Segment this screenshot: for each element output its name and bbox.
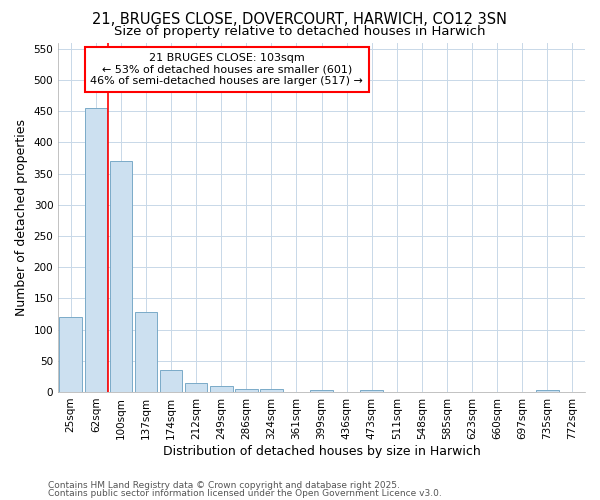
Text: Contains HM Land Registry data © Crown copyright and database right 2025.: Contains HM Land Registry data © Crown c… [48, 480, 400, 490]
Bar [260, 389, 283, 392]
X-axis label: Distribution of detached houses by size in Harwich: Distribution of detached houses by size … [163, 444, 481, 458]
Bar [134, 312, 157, 392]
Text: 21, BRUGES CLOSE, DOVERCOURT, HARWICH, CO12 3SN: 21, BRUGES CLOSE, DOVERCOURT, HARWICH, C… [92, 12, 508, 28]
Bar [185, 382, 208, 392]
Bar [361, 390, 383, 392]
Bar [160, 370, 182, 392]
Bar [536, 390, 559, 392]
Bar [235, 389, 257, 392]
Bar [59, 317, 82, 392]
Text: 21 BRUGES CLOSE: 103sqm
← 53% of detached houses are smaller (601)
46% of semi-d: 21 BRUGES CLOSE: 103sqm ← 53% of detache… [91, 53, 363, 86]
Bar [85, 108, 107, 392]
Bar [210, 386, 233, 392]
Text: Size of property relative to detached houses in Harwich: Size of property relative to detached ho… [114, 25, 486, 38]
Bar [110, 161, 132, 392]
Text: Contains public sector information licensed under the Open Government Licence v3: Contains public sector information licen… [48, 489, 442, 498]
Bar [310, 390, 333, 392]
Y-axis label: Number of detached properties: Number of detached properties [15, 118, 28, 316]
